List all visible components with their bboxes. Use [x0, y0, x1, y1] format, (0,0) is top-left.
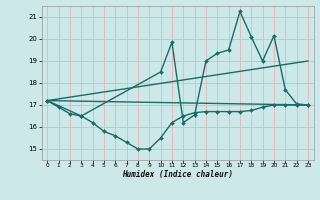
- X-axis label: Humidex (Indice chaleur): Humidex (Indice chaleur): [122, 170, 233, 179]
